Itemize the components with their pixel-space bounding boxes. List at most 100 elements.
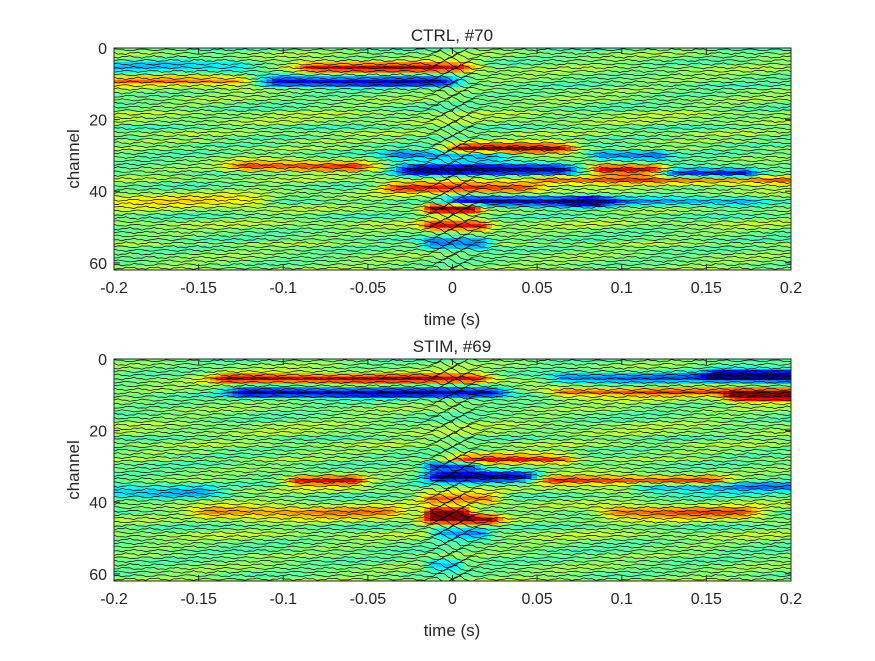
heatmap-cell <box>407 136 414 141</box>
heatmap-cell <box>339 143 346 148</box>
heatmap-cell <box>367 93 375 98</box>
heatmap-cell <box>757 69 764 74</box>
heatmap-cell <box>362 90 369 95</box>
heatmap-cell <box>249 118 256 123</box>
heatmap-cell <box>277 72 284 77</box>
heatmap-cell <box>311 125 318 130</box>
heatmap-cell <box>305 181 313 187</box>
heatmap-cell <box>587 97 595 102</box>
heatmap-cell <box>565 153 572 158</box>
heatmap-cell <box>441 93 448 98</box>
heatmap-cell <box>311 178 318 183</box>
heatmap-cell <box>649 90 657 95</box>
heatmap-cell <box>441 90 448 95</box>
heatmap-cell <box>666 76 674 81</box>
heatmap-cell <box>119 181 126 187</box>
heatmap-cell <box>542 157 550 162</box>
heatmap-cell <box>170 65 177 70</box>
heatmap-cell <box>209 178 217 183</box>
heatmap-cell <box>599 76 606 81</box>
heatmap-cell <box>689 171 696 176</box>
heatmap-cell <box>209 132 217 137</box>
heatmap-cell <box>463 76 471 81</box>
heatmap-cell <box>114 83 121 88</box>
heatmap-cell <box>497 160 504 165</box>
heatmap-cell <box>373 157 380 162</box>
heatmap-cell <box>136 107 143 113</box>
heatmap-cell <box>283 79 290 84</box>
heatmap-cell <box>497 104 504 109</box>
heatmap-cell <box>435 69 442 74</box>
heatmap-cell <box>644 118 651 123</box>
heatmap-cell <box>334 65 341 70</box>
heatmap-cell <box>170 76 177 81</box>
heatmap-cell <box>271 58 279 63</box>
heatmap-cell <box>649 185 657 190</box>
heatmap-cell <box>373 146 380 151</box>
heatmap-cell <box>610 79 617 84</box>
heatmap-cell <box>232 125 239 130</box>
heatmap-cell <box>176 122 183 127</box>
heatmap-cell <box>192 192 200 197</box>
heatmap-cell <box>452 157 459 162</box>
heatmap-cell <box>672 153 679 158</box>
heatmap-cell <box>740 51 747 56</box>
heatmap-cell <box>486 139 493 144</box>
heatmap-cell <box>260 157 267 162</box>
heatmap-cell <box>317 83 324 88</box>
heatmap-cell <box>209 55 217 60</box>
heatmap-cell <box>621 107 628 113</box>
heatmap-cell <box>170 146 177 151</box>
heatmap-cell <box>198 171 205 176</box>
heatmap-cell <box>294 79 301 84</box>
heatmap-cell <box>689 185 696 190</box>
heatmap-cell <box>413 192 420 197</box>
heatmap-cell <box>638 97 645 102</box>
heatmap-cell <box>633 139 640 144</box>
heatmap-cell <box>458 83 465 88</box>
heatmap-cell <box>554 188 561 194</box>
heatmap-cell <box>751 107 758 113</box>
heatmap-cell <box>525 125 533 130</box>
heatmap-cell <box>751 79 758 84</box>
heatmap-cell <box>542 181 550 187</box>
heatmap-cell <box>328 167 335 172</box>
heatmap-cell <box>130 107 138 113</box>
heatmap-cell <box>367 146 375 151</box>
heatmap-cell <box>407 164 414 169</box>
heatmap-cell <box>627 100 634 105</box>
heatmap-cell <box>779 76 786 81</box>
heatmap-cell <box>740 76 747 81</box>
heatmap-cell <box>576 114 583 120</box>
heatmap-cell <box>226 93 234 98</box>
heatmap-cell <box>661 132 668 137</box>
heatmap-cell <box>130 178 138 183</box>
heatmap-cell <box>271 114 279 120</box>
heatmap-cell <box>616 167 623 172</box>
heatmap-cell <box>170 171 177 176</box>
heatmap-cell <box>762 104 770 109</box>
heatmap-cell <box>271 69 279 74</box>
heatmap-cell <box>441 167 448 172</box>
heatmap-cell <box>537 174 544 179</box>
heatmap-cell <box>757 160 764 165</box>
heatmap-cell <box>317 72 324 77</box>
heatmap-cell <box>655 129 662 134</box>
heatmap-cell <box>125 48 132 53</box>
heatmap-cell <box>537 107 544 113</box>
heatmap-cell <box>209 185 217 190</box>
heatmap-cell <box>350 143 358 148</box>
heatmap-cell <box>491 160 499 165</box>
heatmap-cell <box>322 51 329 56</box>
heatmap-cell <box>745 181 753 187</box>
heatmap-cell <box>723 139 730 144</box>
heatmap-cell <box>142 178 149 183</box>
heatmap-cell <box>356 107 363 113</box>
heatmap-cell <box>593 146 600 151</box>
heatmap-cell <box>209 167 217 172</box>
heatmap-cell <box>757 178 764 183</box>
heatmap-cell <box>192 122 200 127</box>
heatmap-cell <box>779 181 786 187</box>
heatmap-cell <box>644 136 651 141</box>
heatmap-cell <box>164 132 172 137</box>
